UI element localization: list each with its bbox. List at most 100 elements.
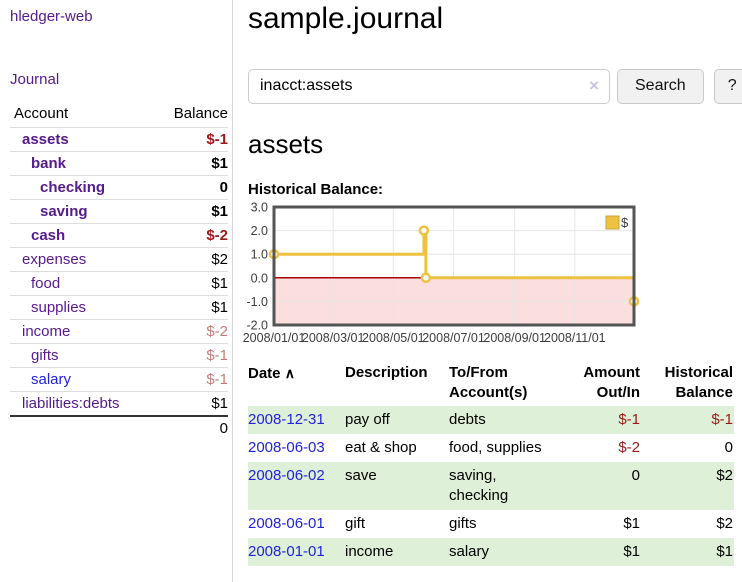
account-balance: $1 <box>152 295 228 320</box>
account-balance: 0 <box>152 175 228 200</box>
app-brand-link[interactable]: hledger-web <box>10 8 93 25</box>
svg-text:-1.0: -1.0 <box>246 295 268 309</box>
svg-text:2.0: 2.0 <box>251 224 268 238</box>
account-link-cash[interactable]: cash <box>31 227 66 244</box>
main-content: sample.journal × Search ? assets Histori… <box>243 0 742 566</box>
chart-label: Historical Balance: <box>248 181 384 198</box>
account-row-expenses: expenses $2 <box>10 247 228 272</box>
account-row-saving: saving $1 <box>10 199 228 224</box>
transaction-date-link[interactable]: 2008-12-31 <box>248 411 325 428</box>
transaction-date-link[interactable]: 2008-06-03 <box>248 439 325 456</box>
account-balance: $1 <box>152 391 228 416</box>
transaction-accounts: saving, checking <box>449 467 509 504</box>
transaction-amount: 0 <box>631 467 640 484</box>
table-row: 2008-06-01 gift gifts $1 $2 <box>248 510 734 538</box>
account-balance: $1 <box>152 151 228 176</box>
account-link-gifts[interactable]: gifts <box>31 347 59 364</box>
transaction-amount: $-1 <box>618 411 640 428</box>
account-row-checking: checking 0 <box>10 175 228 200</box>
transaction-date-link[interactable]: 2008-06-02 <box>248 467 325 484</box>
amount-column-header: Amount Out/In <box>583 364 640 401</box>
table-row: 2008-12-31 pay off debts $-1 $-1 <box>248 406 734 434</box>
svg-text:2008/07/01: 2008/07/01 <box>422 331 485 345</box>
account-link-checking[interactable]: checking <box>40 179 106 196</box>
svg-text:3.0: 3.0 <box>251 201 268 215</box>
register-table: Date ∧ Description To/From Account(s) Am… <box>248 360 734 566</box>
transaction-accounts: food, supplies <box>449 439 542 456</box>
account-balance-table: Account Balance assets $-1 bank $1 check… <box>10 101 228 440</box>
account-balance: $-1 <box>152 127 228 152</box>
historical-balance-chart[interactable]: $3.0 2.0 1.0 0.0 -1.0 -2.0 2008/01/01 2008/03/0… <box>242 201 642 347</box>
account-row-bank: bank $1 <box>10 151 228 176</box>
svg-text:$: $ <box>621 215 629 230</box>
account-balance: $-1 <box>152 343 228 368</box>
transaction-accounts: debts <box>449 411 486 428</box>
account-heading: assets <box>248 129 324 159</box>
account-link-supplies[interactable]: supplies <box>31 299 87 316</box>
transaction-amount: $-2 <box>618 439 640 456</box>
transaction-balance: $2 <box>716 467 733 484</box>
account-link-liabilities-debts[interactable]: liabilities:debts <box>22 395 120 412</box>
transaction-balance: $1 <box>716 543 733 560</box>
account-column-header: Account <box>14 105 69 122</box>
table-row: 2008-01-01 income salary $1 $1 <box>248 538 734 566</box>
transaction-description: save <box>345 467 377 484</box>
account-link-bank[interactable]: bank <box>31 155 67 172</box>
search-button[interactable]: Search <box>617 68 704 104</box>
account-balance: $-1 <box>152 367 228 392</box>
table-row: 2008-06-02 save saving, checking 0 $2 <box>248 462 734 510</box>
register-header-row: Date ∧ Description To/From Account(s) Am… <box>248 360 734 406</box>
help-button[interactable]: ? <box>713 68 742 104</box>
account-table-header: Account Balance <box>10 101 228 128</box>
date-column-header[interactable]: Date ∧ <box>248 365 295 382</box>
svg-text:2008/11/01: 2008/11/01 <box>544 331 606 345</box>
account-link-income[interactable]: income <box>22 323 71 340</box>
svg-text:1.0: 1.0 <box>251 248 268 262</box>
search-form: × Search ? <box>248 68 742 104</box>
accounts-column-header: To/From Account(s) <box>449 364 528 401</box>
transaction-balance: 0 <box>724 439 733 456</box>
account-row-assets: assets $-1 <box>10 127 228 152</box>
balance-column-header: Balance <box>173 105 228 122</box>
svg-text:2008/03/01: 2008/03/01 <box>302 331 365 345</box>
account-balance: $-2 <box>152 223 228 248</box>
sidebar: hledger-web Journal Account Balance asse… <box>0 0 233 582</box>
table-row: 2008-06-03 eat & shop food, supplies $-2… <box>248 434 734 462</box>
account-link-saving[interactable]: saving <box>40 203 88 220</box>
account-row-salary: salary $-1 <box>10 367 228 392</box>
transaction-accounts: gifts <box>449 515 477 532</box>
search-input[interactable] <box>248 68 610 104</box>
account-row-liabilities-debts: liabilities:debts $1 <box>10 391 228 416</box>
clear-search-icon[interactable]: × <box>589 75 599 95</box>
svg-text:2008/09/01: 2008/09/01 <box>483 331 546 345</box>
sort-asc-icon: ∧ <box>284 365 295 381</box>
transaction-amount: $1 <box>623 543 640 560</box>
svg-text:2008/01/01: 2008/01/01 <box>243 331 306 345</box>
account-balance: $1 <box>152 199 228 224</box>
transaction-description: pay off <box>345 411 390 428</box>
transaction-accounts: salary <box>449 543 490 560</box>
account-row-cash: cash $-2 <box>10 223 228 248</box>
transaction-description: income <box>345 543 394 560</box>
sidebar-item-journal[interactable]: Journal <box>10 71 60 88</box>
transaction-date-link[interactable]: 2008-01-01 <box>248 543 325 560</box>
account-balance: $-2 <box>152 319 228 344</box>
account-total-balance: 0 <box>152 415 228 440</box>
svg-text:-2.0: -2.0 <box>246 319 268 333</box>
account-row-income: income $-2 <box>10 319 228 344</box>
account-link-food[interactable]: food <box>31 275 61 292</box>
account-link-expenses[interactable]: expenses <box>22 251 87 268</box>
account-link-salary[interactable]: salary <box>31 371 72 388</box>
page-title: sample.journal <box>248 2 444 35</box>
description-column-header: Description <box>345 364 428 381</box>
transaction-amount: $1 <box>623 515 640 532</box>
account-link-assets[interactable]: assets <box>22 131 69 148</box>
account-balance: $2 <box>152 247 228 272</box>
transaction-date-link[interactable]: 2008-06-01 <box>248 515 325 532</box>
chart-svg: $3.0 2.0 1.0 0.0 -1.0 -2.02008/01/012008/03/0… <box>243 201 640 345</box>
transaction-description: gift <box>345 515 366 532</box>
account-row-supplies: supplies $1 <box>10 295 228 320</box>
svg-text:0.0: 0.0 <box>251 271 268 285</box>
transaction-balance: $-1 <box>711 411 733 428</box>
account-row-gifts: gifts $-1 <box>10 343 228 368</box>
